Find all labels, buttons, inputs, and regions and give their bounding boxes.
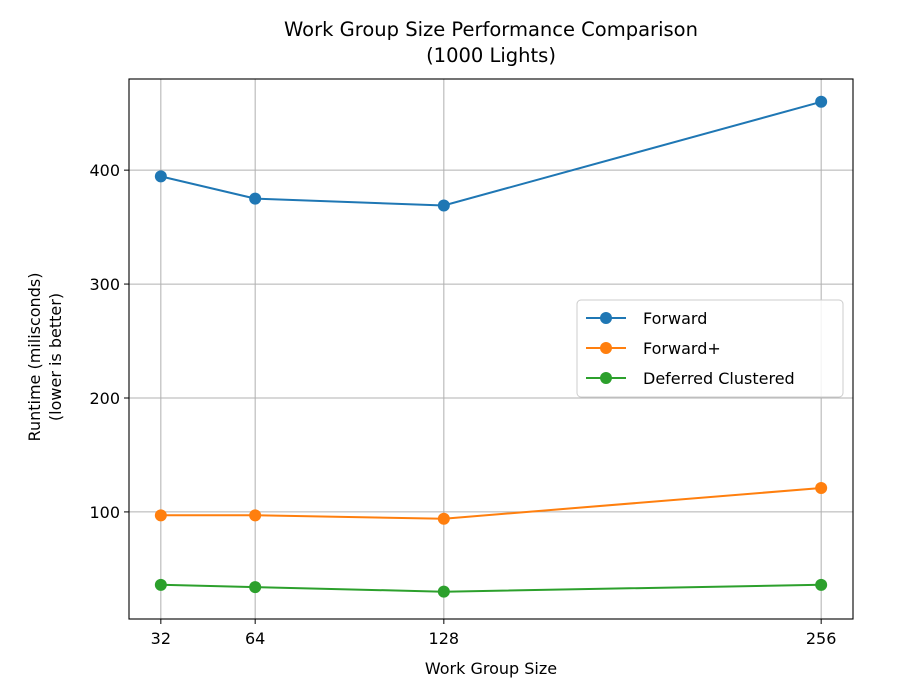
y-axis-ticks: 100 200 300 400 [89,161,129,522]
data-point [154,578,167,591]
series-layer [154,95,828,598]
y-tick-label: 400 [89,161,120,180]
legend-box [576,299,844,398]
y-axis-label: Runtime (milisconds) (lower is better) [25,273,65,442]
y-tick-label: 300 [89,275,120,294]
legend-label: Forward [643,309,707,328]
legend-item: Forward+ [586,339,721,358]
data-point [249,581,262,594]
x-axis-label: Work Group Size [425,659,557,678]
data-point [437,512,450,525]
data-point [815,578,828,591]
legend-marker [600,342,612,354]
data-point [154,509,167,522]
x-axis-ticks: 32 64 128 256 [151,619,837,648]
data-point [249,509,262,522]
chart-title: Work Group Size Performance Comparison (1… [284,18,698,67]
y-tick-label: 100 [89,503,120,522]
x-tick-label: 128 [429,629,460,648]
y-axis-label-line: Runtime (milisconds) [25,273,44,442]
data-point [437,199,450,212]
series-line [160,487,822,520]
x-tick-label: 32 [151,629,171,648]
data-point [249,192,262,205]
legend-marker [600,312,612,324]
x-tick-label: 64 [245,629,265,648]
x-tick-label: 256 [806,629,837,648]
chart-subtitle-line: (1000 Lights) [426,44,556,67]
y-axis-label-line: (lower is better) [46,293,65,421]
data-point [437,585,450,598]
legend-marker [600,372,612,384]
series-line [160,583,822,593]
chart-title-line: Work Group Size Performance Comparison [284,18,698,41]
legend-label: Deferred Clustered [643,369,795,388]
data-point [815,481,828,494]
series-deferred-clustered [154,578,828,598]
series-forward- [154,481,828,525]
legend-item: Forward [586,309,707,328]
grid-lines [129,79,853,619]
legend-item: Deferred Clustered [586,369,795,388]
data-point [154,170,167,183]
series-forward [154,95,828,212]
plot-frame [128,78,854,620]
legend-label: Forward+ [643,339,721,358]
y-tick-label: 200 [89,389,120,408]
series-line [160,100,822,207]
legend: Forward Forward+ Deferred Clustered [576,299,844,398]
data-point [815,95,828,108]
